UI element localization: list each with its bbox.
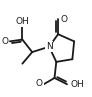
Text: N: N <box>46 42 53 51</box>
Text: OH: OH <box>15 17 29 26</box>
Text: O: O <box>61 15 68 24</box>
Text: O: O <box>1 37 8 46</box>
Text: OH: OH <box>71 80 84 89</box>
Text: O: O <box>36 79 43 88</box>
